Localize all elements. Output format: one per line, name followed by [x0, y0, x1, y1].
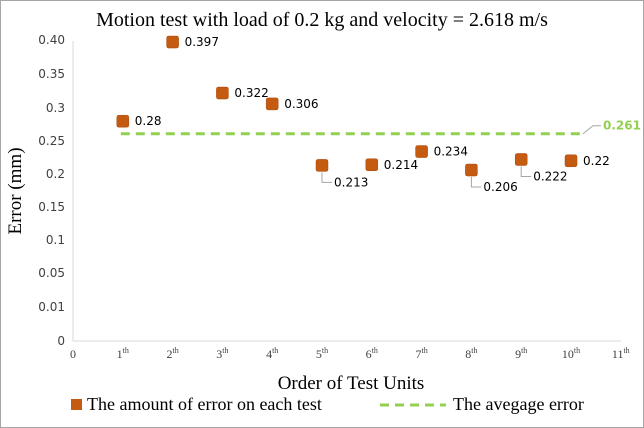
y-tick-label: 0.2 — [46, 167, 65, 181]
data-label: 0.306 — [284, 97, 318, 111]
data-point — [116, 114, 130, 128]
x-tick-label: 5th — [316, 346, 328, 361]
data-label: 0.28 — [135, 114, 162, 128]
x-tick-label: 4th — [266, 346, 278, 361]
y-tick-label: 0.01 — [38, 300, 65, 314]
y-tick-label: 0.25 — [38, 134, 65, 148]
data-point — [564, 154, 578, 168]
legend: The amount of error on each test The ave… — [71, 394, 584, 414]
x-tick-label: 7th — [415, 346, 427, 361]
y-axis-title: Error (mm) — [5, 147, 26, 234]
x-tick-label: 0 — [70, 347, 76, 361]
data-point — [166, 35, 179, 49]
y-tick-label: 0.15 — [38, 200, 65, 214]
x-tick-label: 8th — [465, 346, 477, 361]
data-label-leader — [470, 177, 482, 188]
data-label: 0.214 — [384, 158, 418, 172]
data-label: 0.234 — [434, 145, 468, 159]
legend-marker-series — [71, 399, 82, 410]
legend-label-average: The avegage error — [453, 394, 584, 414]
data-label: 0.22 — [583, 154, 610, 168]
x-axis-title: Order of Test Units — [278, 373, 425, 394]
x-tick-label: 10th — [562, 346, 580, 361]
average-value-label: 0.261 — [603, 119, 641, 133]
x-tick-labels: 0 1th 2th 3th 4th 5th 6th 7th 8th 9th 10th 11th — [70, 346, 630, 361]
data-label: 0.397 — [185, 35, 219, 49]
data-label: 0.206 — [483, 180, 517, 194]
data-label-leader — [520, 166, 532, 177]
y-tick-label: 0 — [57, 334, 65, 348]
y-tick-label: 0.40 — [38, 33, 65, 47]
data-label: 0.213 — [334, 175, 368, 189]
x-tick-label: 3th — [216, 346, 228, 361]
average-leader-line — [582, 125, 601, 135]
data-point — [265, 97, 279, 111]
average-line-group: 0.261 — [120, 119, 641, 136]
y-tick-label: 0.35 — [38, 67, 65, 81]
x-tick-label: 11th — [612, 346, 630, 361]
axes-group — [72, 41, 621, 342]
data-point — [315, 159, 329, 172]
y-tick-label: 0.3 — [46, 101, 65, 115]
legend-label-series: The amount of error on each test — [87, 394, 322, 414]
x-tick-label: 6th — [366, 346, 378, 361]
data-point — [514, 153, 528, 166]
data-point — [216, 86, 229, 100]
data-point — [365, 158, 379, 172]
data-points: 0.28 0.397 0.322 0.306 0.213 0.214 0.234 0.206 0… — [116, 35, 610, 194]
y-tick-labels: 0 0.01 0.05 0.1 0.15 0.2 0.25 0.3 0.35 0.40 — [38, 33, 65, 348]
data-point — [415, 145, 428, 158]
x-tick-label: 2th — [166, 346, 178, 361]
data-point — [465, 163, 478, 177]
chart-title: Motion test with load of 0.2 kg and velo… — [96, 9, 548, 31]
data-label: 0.222 — [533, 169, 567, 183]
x-tick-label: 9th — [515, 346, 527, 361]
y-tick-label: 0.1 — [46, 233, 65, 247]
x-tick-label: 1th — [117, 346, 129, 361]
data-label-leader — [321, 172, 332, 183]
data-label: 0.322 — [234, 86, 268, 100]
y-tick-label: 0.05 — [38, 266, 65, 280]
